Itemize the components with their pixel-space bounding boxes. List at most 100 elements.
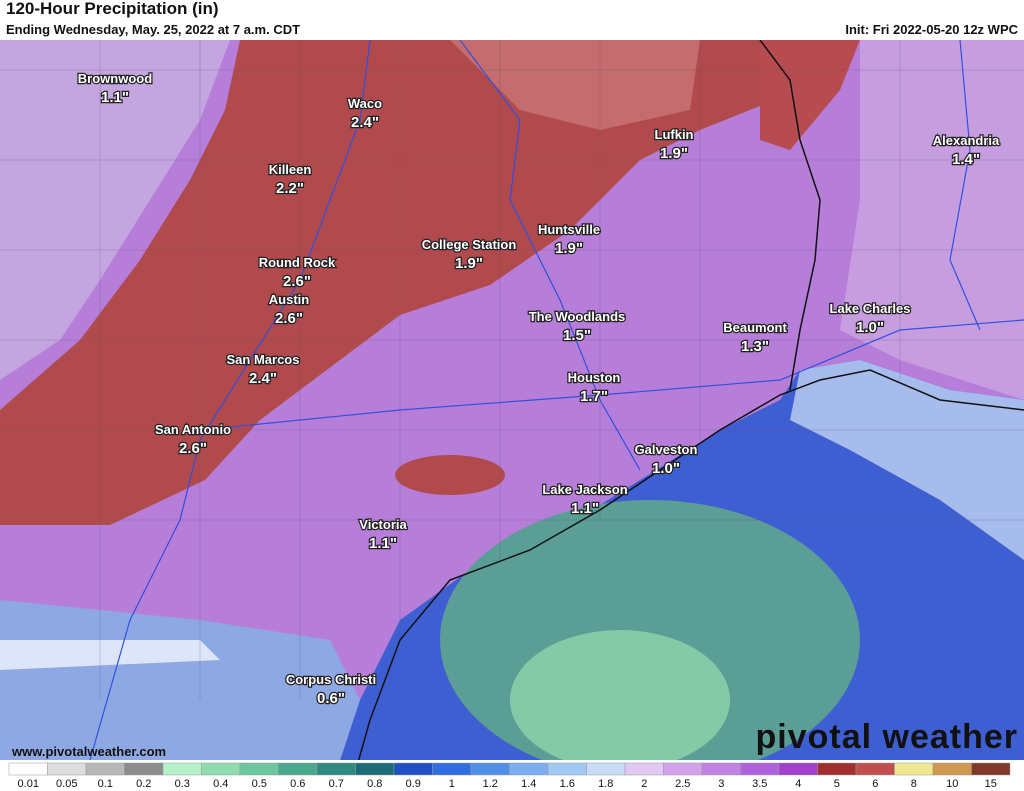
legend-label: 0.4 bbox=[213, 778, 228, 790]
subtitle: Ending Wednesday, May. 25, 2022 at 7 a.m… bbox=[6, 22, 300, 37]
heavy-region bbox=[395, 455, 505, 495]
legend-label: 3 bbox=[718, 778, 724, 790]
city-name: Corpus Christi bbox=[286, 672, 376, 687]
state-border bbox=[759, 40, 821, 391]
city-name: Waco bbox=[348, 96, 382, 111]
website: www.pivotalweather.com bbox=[11, 744, 166, 759]
city-name: Brownwood bbox=[78, 71, 152, 86]
legend-swatch bbox=[894, 762, 934, 776]
city-name: San Antonio bbox=[155, 422, 231, 437]
city-amount: 2.4" bbox=[249, 370, 277, 387]
highway bbox=[199, 319, 1024, 431]
city-name: Lake Charles bbox=[830, 301, 911, 316]
legend-label: 0.01 bbox=[18, 778, 39, 790]
legend-swatch bbox=[201, 762, 241, 776]
legend-label: 0.6 bbox=[290, 778, 305, 790]
highway bbox=[459, 40, 641, 471]
city-name: Lake Jackson bbox=[542, 482, 627, 497]
legend-swatch bbox=[8, 762, 48, 776]
legend-swatch bbox=[393, 762, 433, 776]
city-amount: 2.4" bbox=[351, 114, 379, 131]
city-amount: 1.1" bbox=[369, 535, 397, 552]
city-labels: Brownwood 1.1" Waco 2.4" Killeen 2.2" Round Ro… bbox=[77, 70, 1002, 709]
city-amount: 2.6" bbox=[179, 440, 207, 457]
city-name: Killeen bbox=[269, 162, 312, 177]
legend-label: 8 bbox=[911, 778, 917, 790]
legend-swatch bbox=[663, 762, 703, 776]
legend-swatch bbox=[971, 762, 1011, 776]
legend-swatch bbox=[470, 762, 510, 776]
legend-swatch bbox=[586, 762, 626, 776]
city-name: Houston bbox=[568, 370, 621, 385]
legend-label: 1.6 bbox=[560, 778, 575, 790]
legend-label: 5 bbox=[834, 778, 840, 790]
city-name: College Station bbox=[422, 237, 517, 252]
county-lines bbox=[0, 40, 1024, 700]
title: 120-Hour Precipitation (in) bbox=[6, 0, 219, 18]
highway bbox=[89, 40, 371, 760]
legend-label: 0.05 bbox=[56, 778, 77, 790]
legend-swatch bbox=[701, 762, 741, 776]
city-amount: 2.2" bbox=[276, 180, 304, 197]
legend-label: 1 bbox=[449, 778, 455, 790]
legend-swatch bbox=[932, 762, 972, 776]
legend-label: 0.8 bbox=[367, 778, 382, 790]
city-amount: 1.9" bbox=[555, 240, 583, 257]
heavy-region bbox=[760, 40, 860, 150]
legend-label: 1.2 bbox=[483, 778, 498, 790]
legend-swatch bbox=[547, 762, 587, 776]
legend-swatch bbox=[432, 762, 472, 776]
city-amount: 1.9" bbox=[660, 145, 688, 162]
coastline bbox=[357, 369, 1024, 760]
legend-label: 0.3 bbox=[175, 778, 190, 790]
legend-swatch bbox=[778, 762, 818, 776]
city-amount: 2.6" bbox=[275, 310, 303, 327]
legend-swatch bbox=[817, 762, 857, 776]
city-amount: 1.9" bbox=[455, 255, 483, 272]
legend-label: 1.4 bbox=[521, 778, 536, 790]
legend-swatch bbox=[740, 762, 780, 776]
city-name: Lufkin bbox=[655, 127, 694, 142]
city-amount: 1.5" bbox=[563, 327, 591, 344]
light-rain-region bbox=[0, 640, 220, 670]
heavy-region bbox=[450, 40, 700, 130]
legend-swatch bbox=[316, 762, 356, 776]
legend-label: 0.2 bbox=[136, 778, 151, 790]
light-region bbox=[840, 40, 1024, 400]
city-name: Huntsville bbox=[538, 222, 600, 237]
highway bbox=[949, 40, 981, 331]
legend-swatch bbox=[509, 762, 549, 776]
city-amount: 1.3" bbox=[741, 338, 769, 355]
legend-swatch bbox=[239, 762, 279, 776]
legend-label: 4 bbox=[795, 778, 801, 790]
legend-swatch bbox=[855, 762, 895, 776]
legend-label: 15 bbox=[985, 778, 997, 790]
legend-label: 2 bbox=[641, 778, 647, 790]
map bbox=[0, 40, 1024, 760]
legend-label: 10 bbox=[946, 778, 958, 790]
city-amount: 2.6" bbox=[283, 273, 311, 290]
ocean-region bbox=[790, 360, 1024, 560]
city-name: Victoria bbox=[359, 517, 407, 532]
city-amount: 1.0" bbox=[652, 460, 680, 477]
city-name: Beaumont bbox=[723, 320, 787, 335]
city-name: The Woodlands bbox=[529, 309, 626, 324]
city-name: Austin bbox=[269, 292, 310, 307]
legend-label: 2.5 bbox=[675, 778, 690, 790]
ocean-region bbox=[510, 630, 730, 760]
legend-swatch bbox=[124, 762, 164, 776]
legend-swatch bbox=[162, 762, 202, 776]
legend-label: 0.5 bbox=[252, 778, 267, 790]
city-amount: 1.0" bbox=[856, 319, 884, 336]
legend-label: 1.8 bbox=[598, 778, 613, 790]
legend: 0.01 0.05 0.1 0.2 0.3 0.4 0.5 0.6 0.7 0.8 0.9 1 1.2 1… bbox=[8, 761, 1011, 791]
legend-label: 6 bbox=[872, 778, 878, 790]
city-amount: 1.1" bbox=[571, 500, 599, 517]
city-name: Round Rock bbox=[259, 255, 336, 270]
legend-label: 3.5 bbox=[752, 778, 767, 790]
legend-swatch bbox=[47, 762, 87, 776]
city-name: San Marcos bbox=[227, 352, 300, 367]
init-time: Init: Fri 2022-05-20 12z WPC bbox=[845, 22, 1018, 37]
legend-swatch bbox=[85, 762, 125, 776]
